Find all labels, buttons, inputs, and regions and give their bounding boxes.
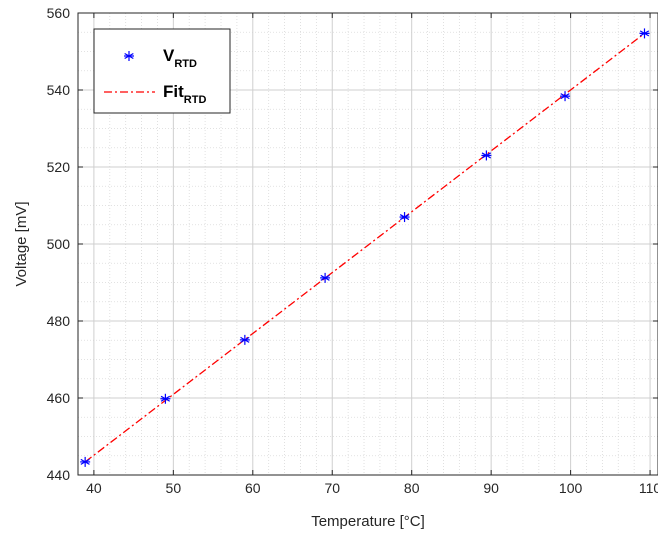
data-point [239, 334, 250, 345]
tick-labels: 40 50 60 70 80 90 100 110 440 460 480 500 520 540 560 [47, 5, 658, 496]
data-point [399, 212, 410, 223]
x-tick-label: 80 [404, 480, 420, 496]
y-tick-label: 520 [47, 159, 71, 175]
x-tick-label: 90 [483, 480, 499, 496]
x-tick-label: 70 [324, 480, 340, 496]
x-tick-label: 60 [245, 480, 261, 496]
data-point [160, 393, 171, 404]
legend-subscript: RTD [174, 58, 197, 70]
legend-entry-2: FitRTD [163, 82, 206, 106]
y-tick-label: 560 [47, 5, 71, 21]
data-point [639, 28, 650, 39]
legend-entry-1: VRTD [163, 46, 197, 70]
data-point [560, 91, 571, 102]
series-layer [80, 28, 650, 467]
data-point [80, 456, 91, 467]
x-tick-label: 100 [559, 480, 583, 496]
x-tick-label: 40 [86, 480, 102, 496]
x-tick-label: 110 [639, 480, 658, 496]
y-tick-label: 500 [47, 236, 71, 252]
y-tick-label: 460 [47, 390, 71, 406]
legend-subscript: RTD [184, 94, 207, 106]
data-point [481, 150, 492, 161]
x-axis-label: Temperature [°C] [311, 513, 425, 530]
y-tick-label: 440 [47, 467, 71, 483]
x-tick-label: 50 [166, 480, 182, 496]
legend-name: V [163, 46, 175, 65]
y-axis-label: Voltage [mV] [13, 201, 30, 286]
data-point [320, 272, 331, 283]
axis-ticks [78, 12, 658, 476]
fit-line [84, 32, 645, 463]
y-tick-label: 540 [47, 82, 71, 98]
y-tick-label: 480 [47, 313, 71, 329]
legend-box [93, 28, 231, 114]
legend-name: Fit [163, 82, 184, 101]
legend-marker [124, 51, 134, 61]
